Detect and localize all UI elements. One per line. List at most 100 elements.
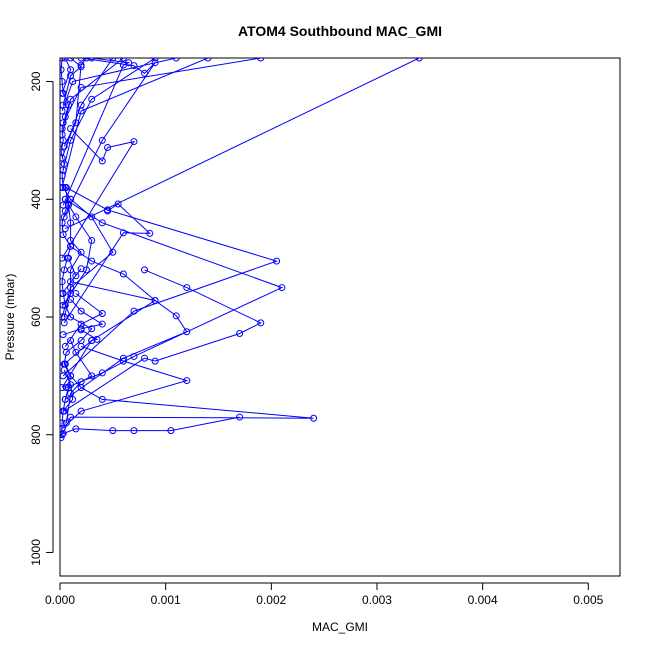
data-point <box>60 89 66 97</box>
series-line <box>63 298 104 336</box>
series-line <box>62 199 93 306</box>
data-point <box>67 390 75 398</box>
data-point <box>114 200 122 208</box>
data-point <box>151 357 159 365</box>
data-point <box>172 58 180 62</box>
data-point <box>257 319 265 327</box>
y-tick-label: 800 <box>29 424 43 444</box>
data-point <box>88 372 96 380</box>
y-axis: 200 400 600 800 1000 <box>29 71 54 566</box>
x-tick-label: 0.005 <box>573 593 603 607</box>
series-line <box>62 369 74 412</box>
series-line <box>65 281 188 400</box>
data-point <box>183 284 191 292</box>
data-point <box>60 425 66 433</box>
series-4 <box>60 342 191 433</box>
series-27 <box>60 58 75 97</box>
series-20 <box>60 58 159 174</box>
series-line <box>61 345 189 430</box>
data-point <box>60 366 68 374</box>
data-point <box>125 59 133 67</box>
data-point <box>72 272 80 280</box>
data-point <box>69 78 77 86</box>
series-16 <box>61 58 423 233</box>
data-point <box>60 66 65 74</box>
data-point <box>60 201 67 209</box>
data-point <box>146 229 154 237</box>
series-layer <box>60 58 423 442</box>
data-point <box>98 219 106 227</box>
y-tick-label: 1000 <box>29 539 43 566</box>
series-line <box>61 58 177 112</box>
data-point <box>77 378 85 386</box>
data-point <box>61 395 69 403</box>
data-point <box>77 307 85 315</box>
series-10 <box>61 289 106 350</box>
series-line <box>62 58 82 106</box>
data-point <box>60 101 67 109</box>
data-point <box>93 335 101 343</box>
series-line <box>65 198 284 389</box>
data-point <box>60 231 67 239</box>
data-point <box>60 289 66 297</box>
series-line <box>63 416 240 435</box>
data-point <box>61 342 69 350</box>
data-point <box>130 352 138 360</box>
series-24 <box>60 58 265 127</box>
data-point <box>98 309 106 317</box>
data-point <box>77 101 85 109</box>
series-line <box>61 128 136 259</box>
data-point <box>236 413 244 421</box>
x-axis-label: MAC_GMI <box>312 620 368 634</box>
data-point <box>72 289 80 297</box>
data-point <box>104 143 112 151</box>
data-point <box>172 312 180 320</box>
series-14 <box>60 195 96 309</box>
x-tick-label: 0.001 <box>151 593 181 607</box>
data-point <box>130 427 138 435</box>
data-point <box>98 320 106 328</box>
data-point <box>67 66 75 74</box>
data-point <box>60 430 67 438</box>
series-12 <box>60 200 154 327</box>
data-point <box>88 95 96 103</box>
data-point <box>141 354 149 362</box>
data-point <box>67 337 75 345</box>
series-line <box>62 58 156 170</box>
data-point <box>60 384 66 392</box>
series-line <box>61 58 209 188</box>
data-point <box>98 369 106 377</box>
data-point <box>257 58 265 62</box>
series-7 <box>61 195 286 392</box>
data-point <box>141 266 149 274</box>
data-point <box>109 248 117 256</box>
data-point <box>88 337 96 345</box>
y-tick-label: 600 <box>29 307 43 327</box>
data-point <box>77 58 85 62</box>
data-point <box>119 229 127 237</box>
data-point <box>60 166 67 174</box>
data-point <box>130 138 138 146</box>
data-point <box>64 254 72 262</box>
data-point <box>60 119 67 127</box>
data-point <box>119 354 127 362</box>
data-point <box>72 119 80 127</box>
data-point <box>72 348 80 356</box>
data-point <box>109 427 117 435</box>
data-point <box>67 95 75 103</box>
series-line <box>63 58 87 147</box>
data-point <box>88 58 96 62</box>
data-point <box>60 58 66 62</box>
data-point <box>98 157 106 165</box>
series-line <box>65 58 420 230</box>
data-point <box>151 59 159 67</box>
series-23 <box>60 58 127 139</box>
x-tick-label: 0.004 <box>468 593 498 607</box>
series-21 <box>60 58 117 162</box>
data-point <box>77 63 85 71</box>
series-line <box>61 58 72 94</box>
series-line <box>61 363 314 435</box>
data-point <box>415 58 423 62</box>
data-point <box>88 325 96 333</box>
